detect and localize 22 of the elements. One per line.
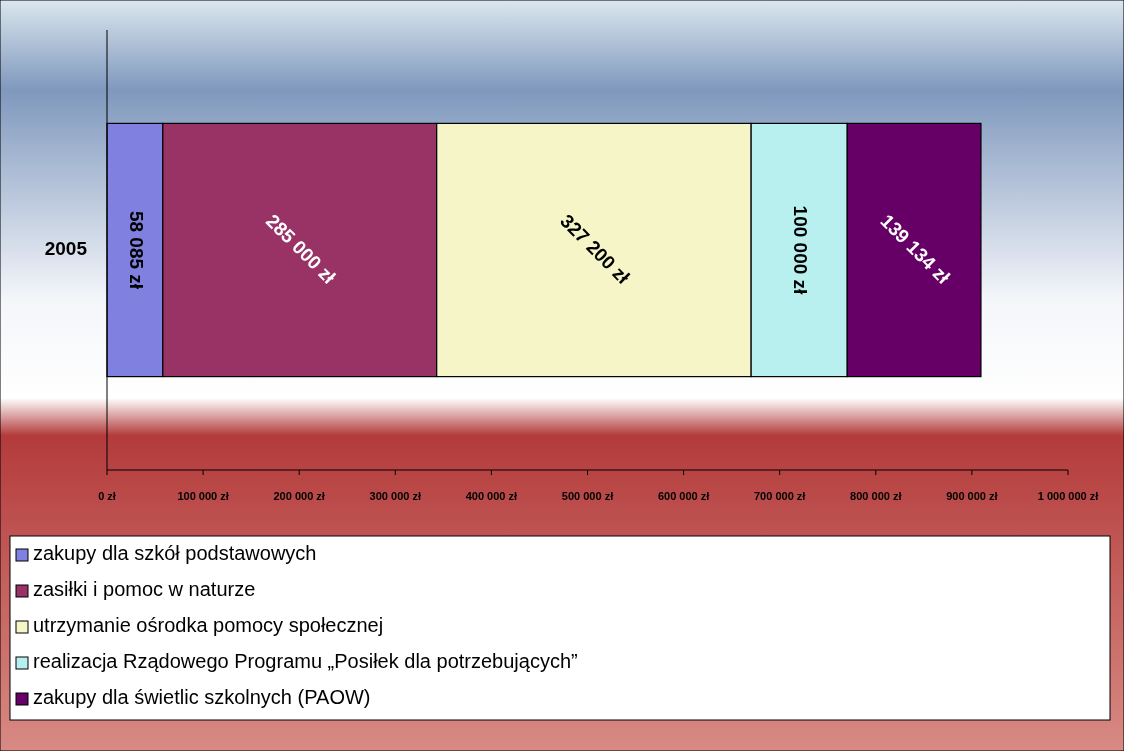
legend-label: zakupy dla świetlic szkolnych (PAOW) (33, 686, 371, 709)
data-label: 58 085 zł (125, 210, 147, 290)
x-tick-label: 700 000 zł (754, 490, 806, 502)
legend-label: zakupy dla szkół podstawowych (33, 542, 317, 565)
x-tick-label: 400 000 zł (465, 490, 518, 502)
x-tick-label: 1 000 000 zł (1037, 490, 1099, 502)
data-label: 139 134 zł (876, 210, 955, 289)
x-tick-label: 800 000 zł (850, 490, 902, 502)
x-tick-label: 500 000 zł (561, 490, 614, 502)
x-tick-label: 100 000 zł (177, 490, 229, 502)
legend-label: zasiłki i pomoc w naturze (33, 578, 256, 601)
x-tick-label: 200 000 zł (273, 490, 325, 502)
y-tick-label: 2005 (44, 238, 88, 260)
data-label: 100 000 zł (790, 205, 812, 296)
data-label: 327 200 zł (556, 210, 635, 289)
legend-label: utrzymanie ośrodka pomocy społecznej (33, 614, 384, 637)
x-tick-label: 900 000 zł (946, 490, 998, 502)
x-tick-label: 0 zł (98, 490, 116, 502)
x-tick-label: 300 000 zł (369, 490, 421, 502)
data-label: 285 000 zł (262, 210, 341, 289)
legend-label: realizacja Rządowego Programu „Posiłek dla potrzebujących” (33, 650, 578, 673)
x-tick-label: 600 000 zł (657, 490, 710, 502)
